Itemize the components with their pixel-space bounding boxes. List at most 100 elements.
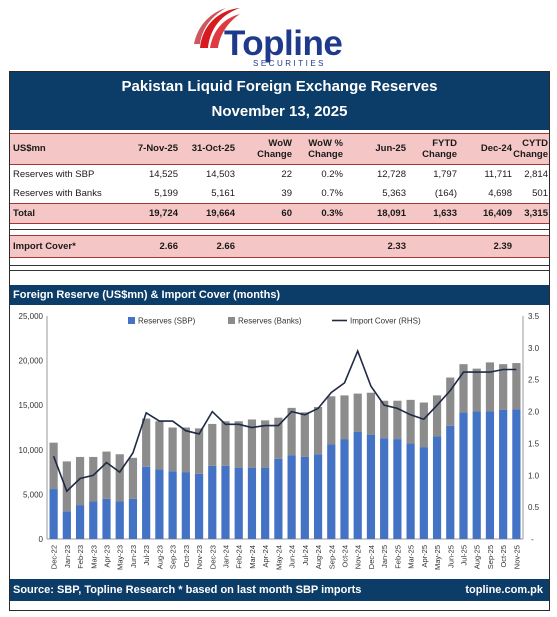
y-left-tick-label: 25,000 — [19, 312, 44, 321]
bar-reserves-banks — [89, 456, 98, 502]
bar-reserves-banks — [142, 418, 151, 467]
x-tick-label: Sep-25 — [486, 545, 495, 569]
bar-reserves-banks — [499, 364, 508, 410]
x-tick-label: Jan-24 — [222, 545, 231, 568]
bar-reserves-sbp — [247, 467, 257, 539]
y-right-tick-label: 3.0 — [528, 344, 540, 353]
bar-reserves-banks — [234, 421, 243, 468]
bar-reserves-banks — [512, 363, 521, 410]
footer-source: Source: SBP, Topline Research * based on… — [13, 584, 362, 596]
bar-reserves-banks — [194, 428, 204, 474]
x-tick-label: Jun-25 — [446, 545, 455, 568]
x-tick-label: Aug-25 — [473, 545, 482, 569]
bar-reserves-sbp — [221, 465, 230, 539]
y-right-tick-label: 2.0 — [528, 408, 540, 417]
bar-reserves-banks — [446, 377, 455, 426]
cell-label: US$mn — [13, 143, 46, 154]
x-tick-label: Sep-24 — [327, 545, 336, 569]
cell-wow-change: 60 — [281, 208, 292, 219]
y-left-tick-label: 5,000 — [23, 490, 44, 499]
bar-reserves-sbp — [194, 473, 204, 539]
x-tick-label: Jan-25 — [380, 545, 389, 568]
brand-tagline: SECURITIES — [253, 59, 327, 68]
x-tick-label: Jul-24 — [301, 545, 310, 565]
bar-reserves-banks — [380, 400, 389, 439]
bar-reserves-sbp — [313, 454, 323, 539]
legend-label: Import Cover (RHS) — [350, 317, 421, 326]
bar-reserves-banks — [353, 393, 362, 432]
bar-reserves-banks — [247, 419, 257, 468]
cell-cytd: 3,315 — [524, 208, 548, 219]
x-tick-label: Mar-24 — [248, 545, 257, 569]
table-divider — [10, 270, 549, 271]
bar-reserves-sbp — [115, 501, 124, 539]
cell-cytd: 501 — [532, 188, 548, 199]
legend-swatch — [128, 317, 135, 324]
bar-reserves-sbp — [102, 498, 111, 539]
bar-reserves-sbp — [353, 431, 362, 539]
cell-wow-change: WoW Change — [257, 138, 292, 160]
bar-reserves-sbp — [300, 456, 309, 539]
bar-reserves-banks — [432, 395, 442, 437]
x-tick-label: Nov-23 — [195, 545, 204, 569]
y-right-tick-label: 1.0 — [528, 471, 540, 480]
logo-swoosh-icon — [194, 8, 240, 48]
cell-label: Total — [13, 208, 35, 219]
legend-swatch — [228, 317, 235, 324]
x-tick-label: Dec-23 — [208, 545, 217, 569]
bar-reserves-sbp — [234, 467, 243, 539]
x-tick-label: Feb-25 — [393, 545, 402, 569]
x-tick-label: Dec-22 — [50, 545, 59, 569]
bar-reserves-banks — [419, 402, 428, 448]
x-tick-label: Sep-23 — [169, 545, 178, 569]
cell-dec24: 16,409 — [482, 208, 512, 219]
x-tick-label: Jul-23 — [142, 545, 151, 565]
chart-header-text: Foreign Reserve (US$mn) & Import Cover (… — [13, 289, 281, 301]
cell-nov7: 2.66 — [159, 241, 179, 252]
y-right-tick-label: 0.5 — [528, 503, 540, 512]
x-tick-label: Dec-24 — [367, 545, 376, 569]
bar-reserves-banks — [221, 421, 230, 466]
x-tick-label: Oct-25 — [499, 545, 508, 568]
bar-reserves-sbp — [380, 438, 389, 539]
x-tick-label: Nov-25 — [512, 545, 521, 569]
footer-bar: Source: SBP, Topline Research * based on… — [10, 579, 549, 601]
cell-fytd: (164) — [434, 188, 457, 199]
y-right-tick-label: 3.5 — [528, 312, 540, 321]
cell-wow-pct: 0.2% — [321, 169, 343, 180]
bar-reserves-banks — [313, 406, 323, 455]
y-left-tick-label: 0 — [39, 535, 44, 544]
x-tick-label: Nov-24 — [354, 545, 363, 569]
bar-reserves-sbp — [89, 501, 98, 539]
cell-jun25: 5,363 — [382, 188, 406, 199]
cell-fytd: 1,633 — [433, 208, 457, 219]
cell-wow-change: 39 — [281, 188, 292, 199]
bar-reserves-sbp — [128, 498, 138, 539]
x-tick-label: May-24 — [274, 545, 283, 570]
reserves-chart: 0 5,000 10,000 15,000 20,000 25,000 0.5 1.0 1.5 2… — [19, 312, 540, 570]
bar-reserves-banks — [155, 421, 164, 470]
cell-wow-change: 22 — [281, 169, 292, 180]
bar-reserves-sbp — [261, 467, 270, 539]
x-tick-label: Jun-23 — [129, 545, 138, 568]
cell-label: Reserves with SBP — [13, 169, 95, 180]
x-tick-label: May-25 — [433, 545, 442, 570]
bar-reserves-banks — [472, 368, 481, 412]
bar-reserves-sbp — [366, 434, 376, 539]
y-right-tick-label: - — [531, 535, 534, 544]
bar-reserves-sbp — [446, 425, 455, 539]
cell-wow-pct: 0.3% — [321, 208, 343, 219]
y-left-tick-label: 20,000 — [19, 357, 44, 366]
cell-oct31: 31-Oct-25 — [191, 143, 235, 154]
cell-wow-pct: 0.7% — [321, 188, 343, 199]
bar-reserves-banks — [393, 400, 402, 440]
report-date: November 13, 2025 — [211, 103, 348, 120]
x-tick-label: Jul-25 — [460, 545, 469, 565]
bar-reserves-sbp — [155, 469, 164, 539]
cell-oct31: 19,664 — [205, 208, 235, 219]
footer-site-link[interactable]: topline.com.pk — [465, 584, 543, 596]
bar-reserves-banks — [208, 423, 217, 466]
bar-reserves-sbp — [62, 511, 71, 539]
x-tick-label: Apr-23 — [103, 545, 112, 568]
cell-label: Reserves with Banks — [13, 188, 102, 199]
